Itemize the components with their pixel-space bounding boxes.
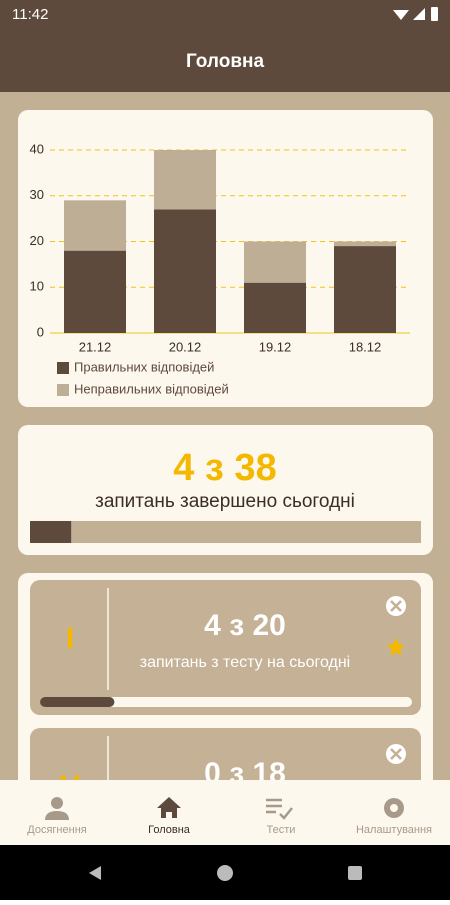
back-button[interactable] — [89, 866, 101, 880]
status-icons — [393, 7, 438, 21]
progress-track — [30, 521, 421, 543]
nav-labels: Досягнення Головна Тести Налаштування — [27, 824, 432, 836]
progress-fill — [30, 521, 72, 543]
icon-settings — [384, 798, 404, 818]
bar-segment — [244, 241, 306, 283]
bar-segment — [64, 250, 126, 333]
bar-segment — [154, 150, 216, 210]
y-tick-label: 30 — [30, 187, 44, 202]
screen-title: Головна — [186, 51, 265, 72]
progress-fill — [40, 697, 115, 707]
clock: 11:42 — [12, 6, 48, 23]
nav-bar — [0, 780, 450, 845]
x-tick-label: 19.12 — [259, 339, 292, 354]
x-tick-label: 18.12 — [349, 339, 382, 354]
icon-home — [157, 797, 181, 818]
daily-count: 4 з 38 — [173, 447, 276, 489]
legend-label: Правильних відповідей — [74, 359, 214, 374]
y-tick-label: 40 — [30, 141, 44, 156]
test-count: 4 з 20 — [204, 609, 286, 642]
y-tick-label: 0 — [37, 324, 44, 339]
bar-segment — [64, 200, 126, 251]
daily-text: запитань завершено сьогодні — [95, 491, 355, 512]
x-tick-label: 21.12 — [79, 339, 112, 354]
nav-label[interactable]: Досягнення — [27, 824, 87, 836]
bar-segment — [244, 282, 306, 333]
home-button[interactable] — [217, 865, 233, 881]
legend-label: Неправильних відповідей — [74, 381, 229, 396]
test-text: запитань з тесту на сьогодні — [140, 654, 350, 671]
y-tick-label: 20 — [30, 233, 44, 248]
close-x — [390, 748, 402, 760]
icon-tests — [266, 798, 293, 820]
bar-segment — [334, 241, 396, 247]
nav-label[interactable]: Головна — [148, 824, 191, 836]
legend-swatch — [57, 362, 69, 374]
nav-label[interactable]: Налаштування — [356, 824, 432, 836]
progress-track — [40, 697, 412, 707]
bar-segment — [334, 246, 396, 333]
legend-swatch — [57, 384, 69, 396]
x-tick-label: 20.12 — [169, 339, 202, 354]
y-tick-label: 10 — [30, 279, 44, 294]
close-x — [390, 600, 402, 612]
recents-button[interactable] — [348, 866, 362, 880]
app-bar — [0, 0, 450, 92]
icon-person — [45, 797, 69, 820]
star — [387, 638, 405, 656]
nav-label[interactable]: Тести — [267, 824, 296, 836]
bottom-nav: Досягнення Головна Тести Налаштування — [0, 780, 450, 845]
test-icon: I — [66, 622, 74, 655]
bar-segment — [154, 209, 216, 333]
test-card[interactable] — [30, 580, 421, 715]
